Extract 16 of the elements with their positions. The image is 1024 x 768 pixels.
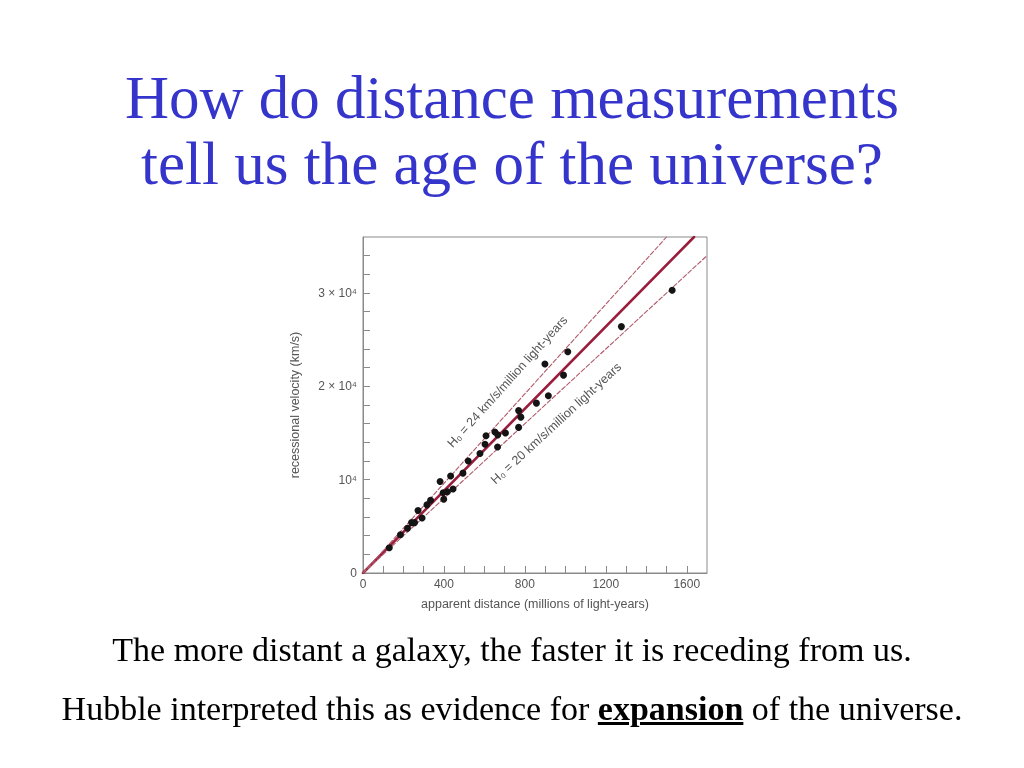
y-tick-label: 3 × 10⁴ [318, 286, 357, 300]
y-tick-label: 2 × 10⁴ [318, 379, 357, 394]
y-axis-title: recessional velocity (km/s) [287, 331, 302, 479]
text: The more distant a galaxy, the faster it is receding from us. [111, 631, 913, 668]
x-tick-label: 1600 [673, 577, 701, 591]
y-tick-label: 0 [350, 566, 358, 580]
x-axis-title: apparent distance (millions of light-years) [421, 596, 649, 611]
x-tick-label: 400 [433, 577, 455, 591]
x-tick-label: 0 [359, 577, 367, 591]
text: expansion [597, 690, 744, 727]
x-tick-label: 1200 [592, 577, 620, 591]
text: of the universe. [751, 690, 963, 727]
chart-title: How do distance measurements tell us the age of the universe? [123, 64, 901, 197]
y-tick-label: 10⁴ [338, 472, 357, 487]
x-tick-label: 800 [514, 577, 536, 591]
text: Hubble interpreted this as evidence for [61, 690, 590, 727]
